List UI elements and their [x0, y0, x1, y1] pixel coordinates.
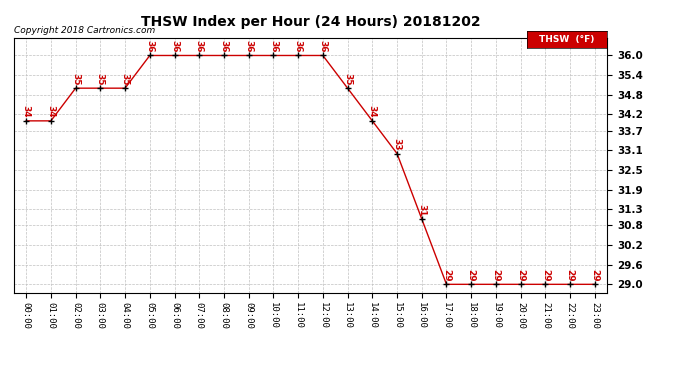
Text: 29: 29	[591, 269, 600, 282]
Title: THSW Index per Hour (24 Hours) 20181202: THSW Index per Hour (24 Hours) 20181202	[141, 15, 480, 28]
Text: 29: 29	[541, 269, 550, 282]
Text: 35: 35	[343, 73, 352, 86]
Text: 36: 36	[195, 40, 204, 53]
Text: 36: 36	[318, 40, 327, 53]
Text: 29: 29	[566, 269, 575, 282]
Text: Copyright 2018 Cartronics.com: Copyright 2018 Cartronics.com	[14, 26, 155, 35]
Text: 35: 35	[71, 73, 80, 86]
Text: 36: 36	[170, 40, 179, 53]
Text: 29: 29	[442, 269, 451, 282]
Text: 33: 33	[393, 138, 402, 151]
Text: 34: 34	[21, 105, 30, 118]
Text: 29: 29	[516, 269, 525, 282]
Text: 31: 31	[417, 204, 426, 216]
Text: 29: 29	[466, 269, 475, 282]
Text: 35: 35	[121, 73, 130, 86]
Text: 35: 35	[96, 73, 105, 86]
Text: 36: 36	[219, 40, 228, 53]
Text: 29: 29	[491, 269, 500, 282]
Text: 34: 34	[46, 105, 55, 118]
Text: 36: 36	[269, 40, 278, 53]
Text: 36: 36	[146, 40, 155, 53]
Text: 34: 34	[368, 105, 377, 118]
Text: 36: 36	[294, 40, 303, 53]
Text: 36: 36	[244, 40, 253, 53]
